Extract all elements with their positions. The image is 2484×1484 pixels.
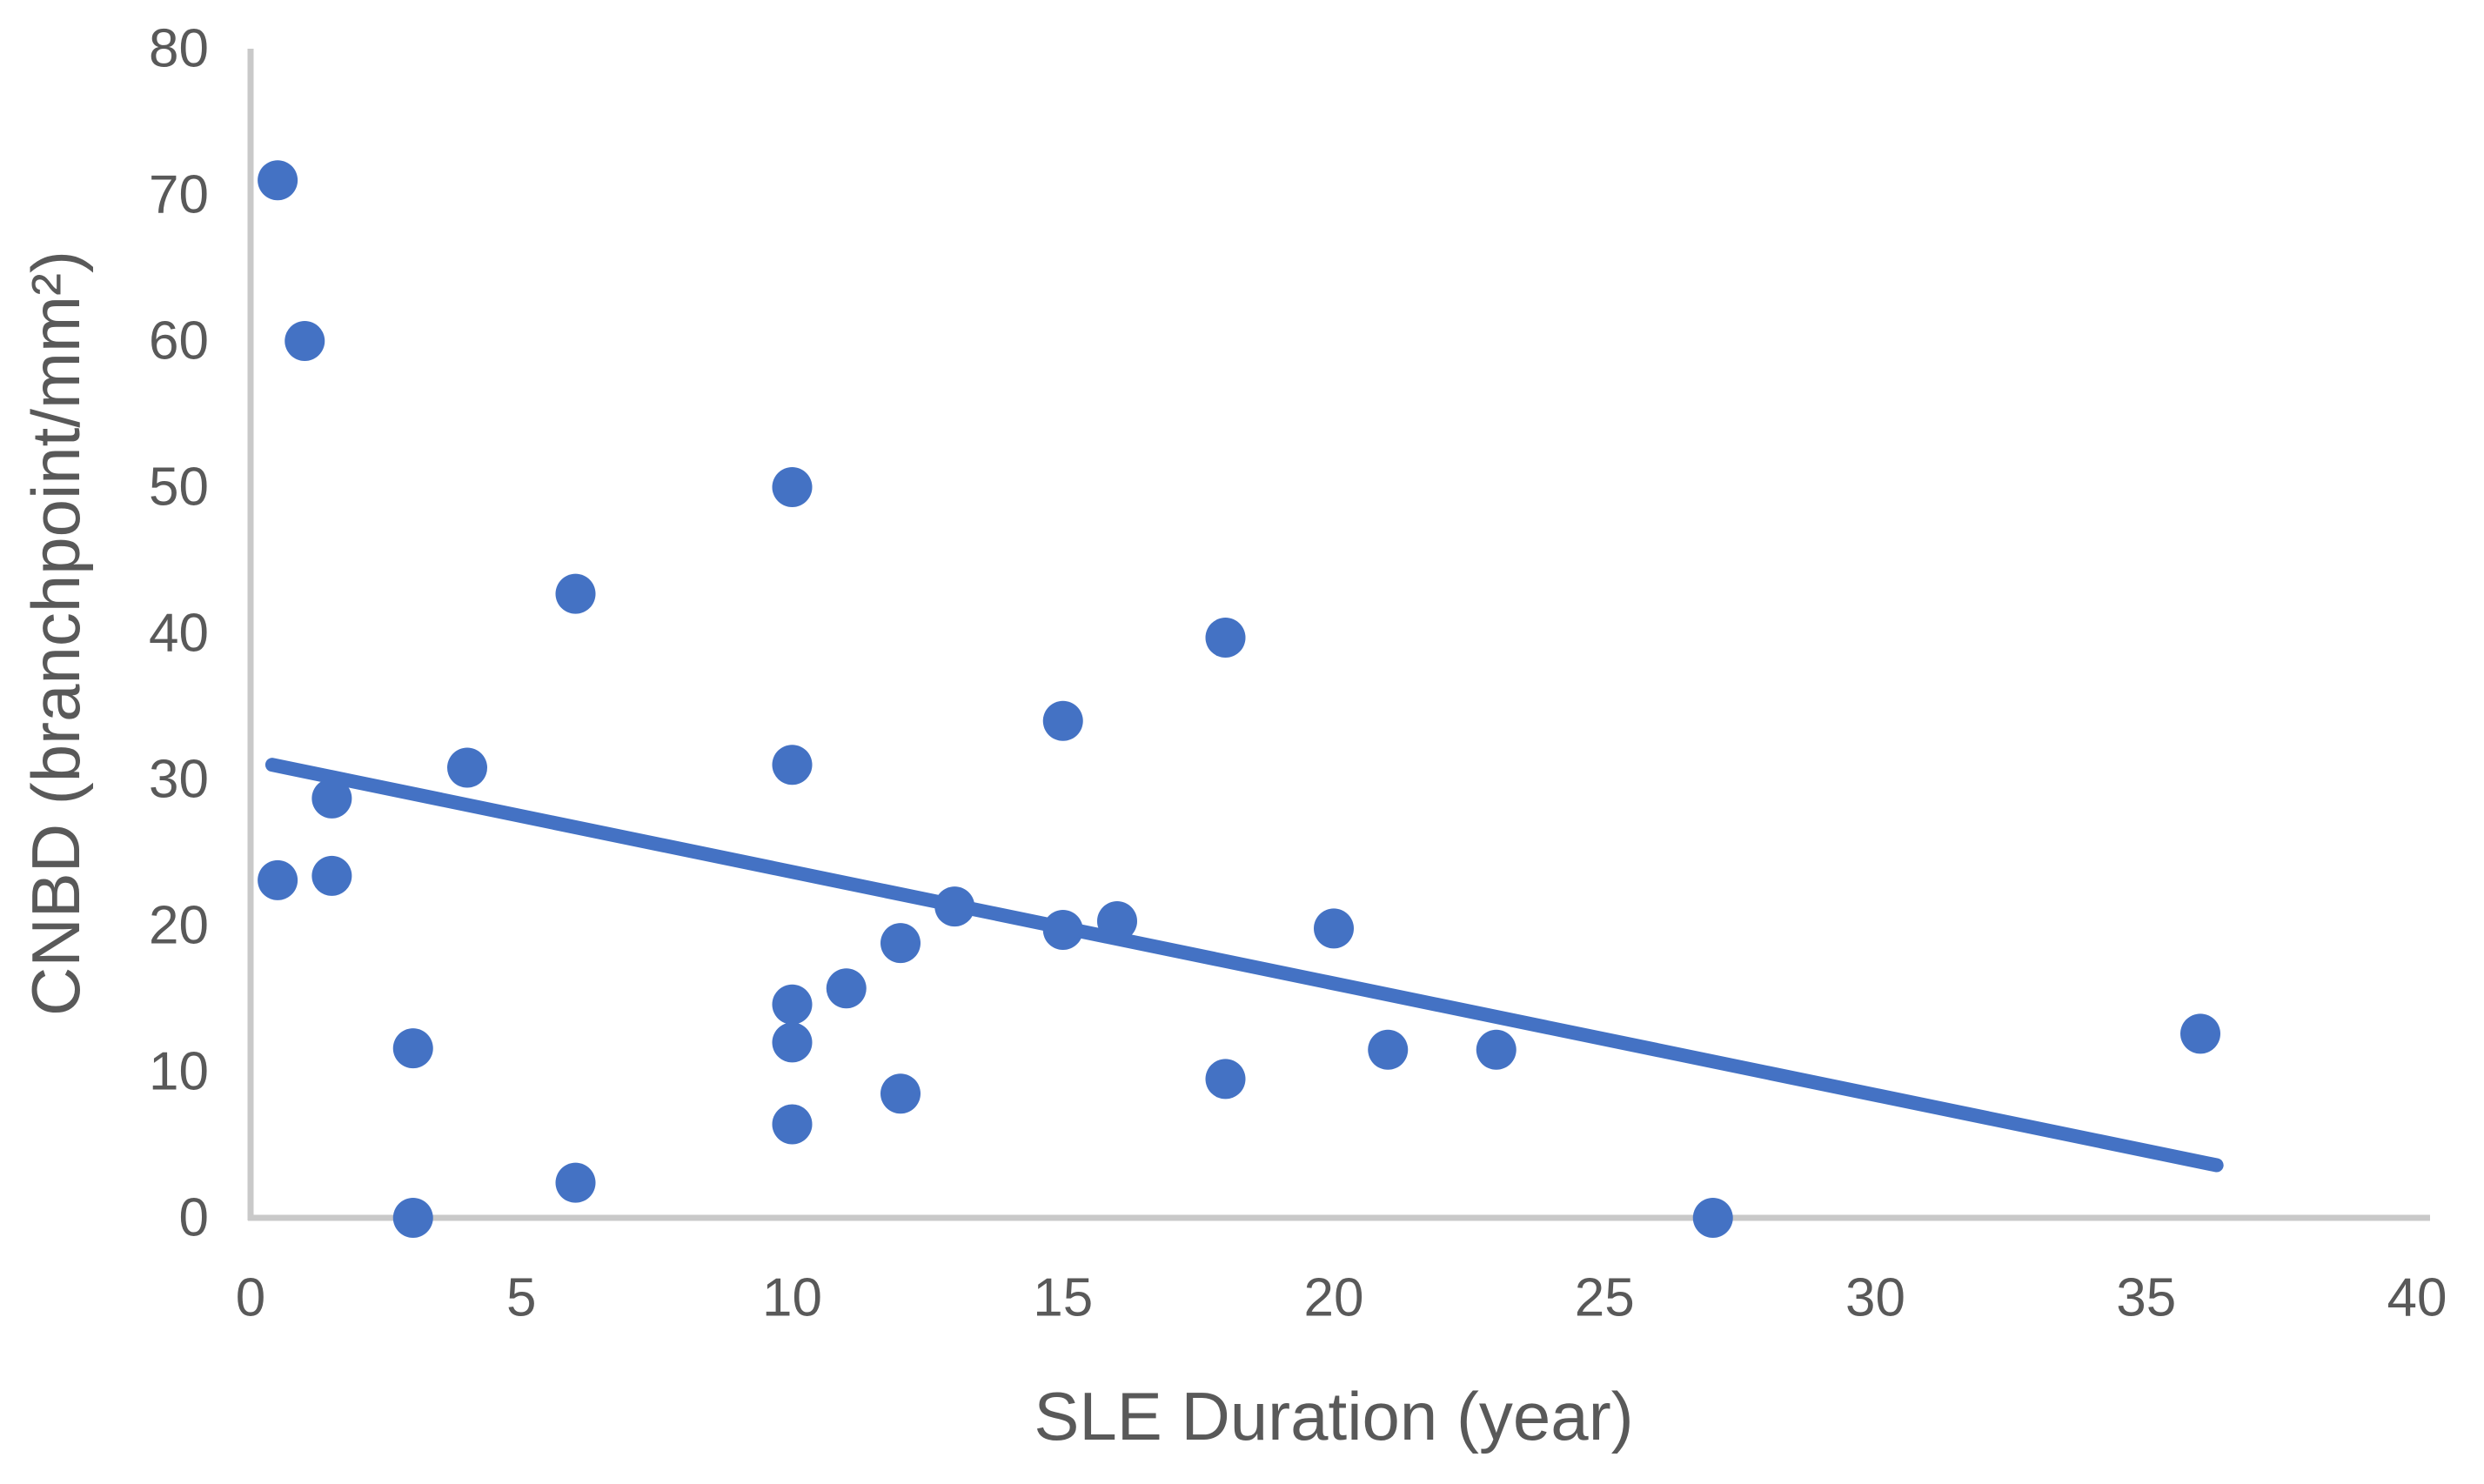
data-point (311, 778, 352, 819)
x-tick-label: 20 (1304, 1268, 1364, 1328)
x-tick-label: 15 (1033, 1268, 1093, 1328)
data-point (392, 1198, 433, 1238)
data-point (1476, 1029, 1517, 1070)
data-point (772, 1104, 813, 1145)
x-tick-label: 10 (762, 1268, 822, 1328)
data-point (1692, 1198, 1733, 1238)
y-tick-label: 80 (149, 19, 209, 79)
data-point (772, 984, 813, 1025)
data-point (880, 1073, 921, 1114)
y-tick-label: 60 (149, 311, 209, 371)
x-tick-label: 25 (1575, 1268, 1635, 1328)
y-tick-label: 0 (179, 1188, 209, 1248)
x-tick-label: 40 (2387, 1268, 2447, 1328)
y-tick-label: 10 (149, 1042, 209, 1102)
data-point (1042, 700, 1083, 741)
data-point (1314, 908, 1354, 949)
data-point (447, 747, 487, 788)
data-point (285, 321, 325, 361)
data-point (2180, 1013, 2220, 1054)
y-tick-label: 70 (149, 165, 209, 225)
data-point (1205, 618, 1246, 658)
y-axis-title: CNBD (branchpoint/mm²) (17, 251, 94, 1016)
data-point (555, 573, 596, 614)
x-tick-label: 30 (1845, 1268, 1905, 1328)
plot-area: 0 10 20 30 40 50 60 70 80 0 5 10 15 20 25 30 35 40 (149, 19, 2447, 1328)
data-point (880, 923, 921, 964)
data-point (772, 1022, 813, 1063)
data-point (258, 160, 298, 201)
x-tick-label: 5 (506, 1268, 536, 1328)
data-point (392, 1028, 433, 1069)
x-tick-label: 35 (2116, 1268, 2176, 1328)
data-point (1368, 1029, 1409, 1070)
data-point (258, 859, 298, 900)
y-tick-label: 20 (149, 896, 209, 956)
y-tick-label: 40 (149, 604, 209, 664)
data-point (772, 745, 813, 785)
x-tick-label: 0 (236, 1268, 265, 1328)
x-axis-title: SLE Duration (year) (1034, 1378, 1633, 1454)
trendline (264, 758, 2224, 1173)
y-tick-label: 50 (149, 458, 209, 518)
data-point (826, 968, 867, 1009)
data-point (311, 855, 352, 896)
y-tick-label: 30 (149, 750, 209, 810)
data-point (1205, 1059, 1246, 1100)
data-point (772, 467, 813, 507)
data-point (555, 1162, 596, 1203)
